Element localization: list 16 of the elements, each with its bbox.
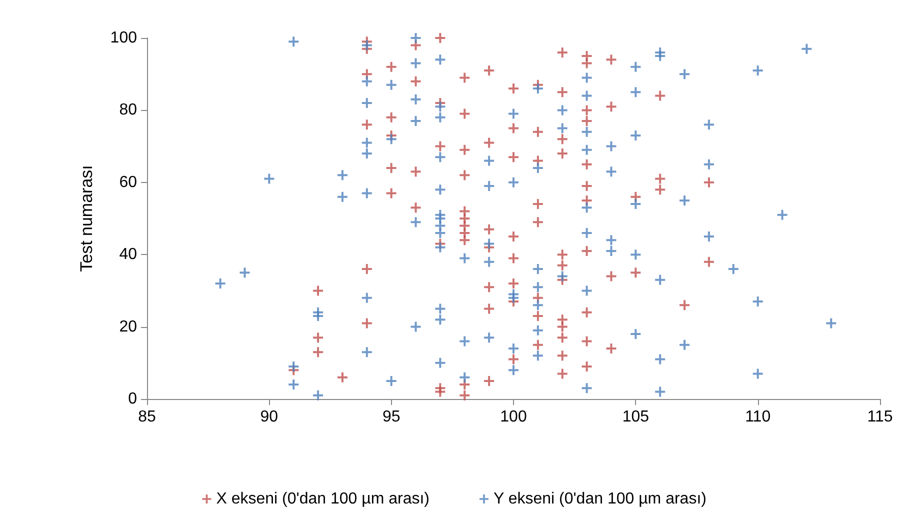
x-tick-label: 100	[500, 408, 527, 426]
x-tick-label: 95	[382, 408, 400, 426]
y-tick-label: 80	[119, 102, 138, 119]
x-tick-label: 90	[260, 408, 278, 426]
legend-label: Y ekseni (0'dan 100 µm arası)	[494, 490, 706, 508]
y-axis-title: Test numarası	[77, 165, 96, 272]
y-tick-label: 60	[119, 174, 138, 191]
x-tick-label: 110	[745, 408, 771, 426]
y-tick-label: 100	[110, 30, 138, 46]
y-tick-label: 0	[128, 390, 138, 408]
x-tick-label: 85	[138, 408, 156, 426]
y-tick-label: 20	[119, 318, 138, 336]
y-tick-label: 40	[119, 246, 138, 264]
legend-label: X ekseni (0'dan 100 µm arası)	[216, 490, 430, 508]
x-tick-label: 115	[867, 408, 893, 426]
x-tick-label: 105	[622, 408, 650, 426]
